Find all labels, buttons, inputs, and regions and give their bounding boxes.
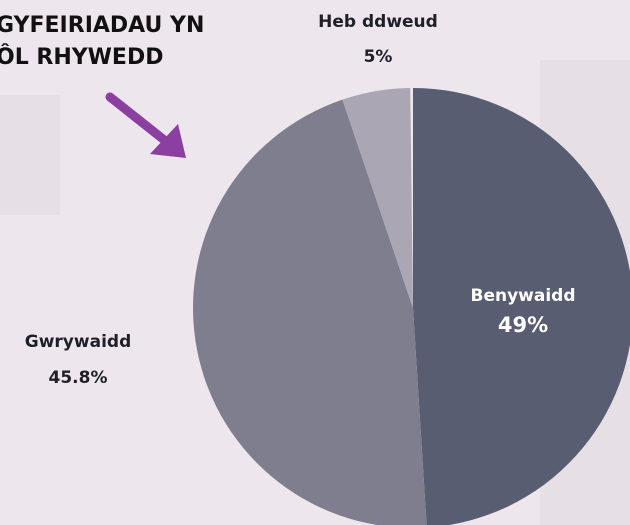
chart-title: GYFEIRIADAU YN [0, 13, 204, 38]
pie-slice [342, 88, 413, 309]
value-label: 45.8% [49, 368, 108, 388]
arrow [105, 92, 186, 158]
backdrop-shape [0, 95, 60, 215]
pie-slice [413, 88, 630, 525]
slice-label: Gwrywaidd [25, 332, 131, 352]
pie-slice [193, 99, 427, 525]
value-label: 49% [498, 313, 548, 337]
arrow-shaft [105, 92, 173, 148]
slice-label: Heb ddweud [318, 12, 438, 32]
value-label: 5% [364, 47, 393, 67]
chart-title: ÔL RHYWEDD [0, 44, 163, 70]
slice-label: Benywaidd [470, 286, 575, 306]
arrow-head [150, 124, 186, 158]
